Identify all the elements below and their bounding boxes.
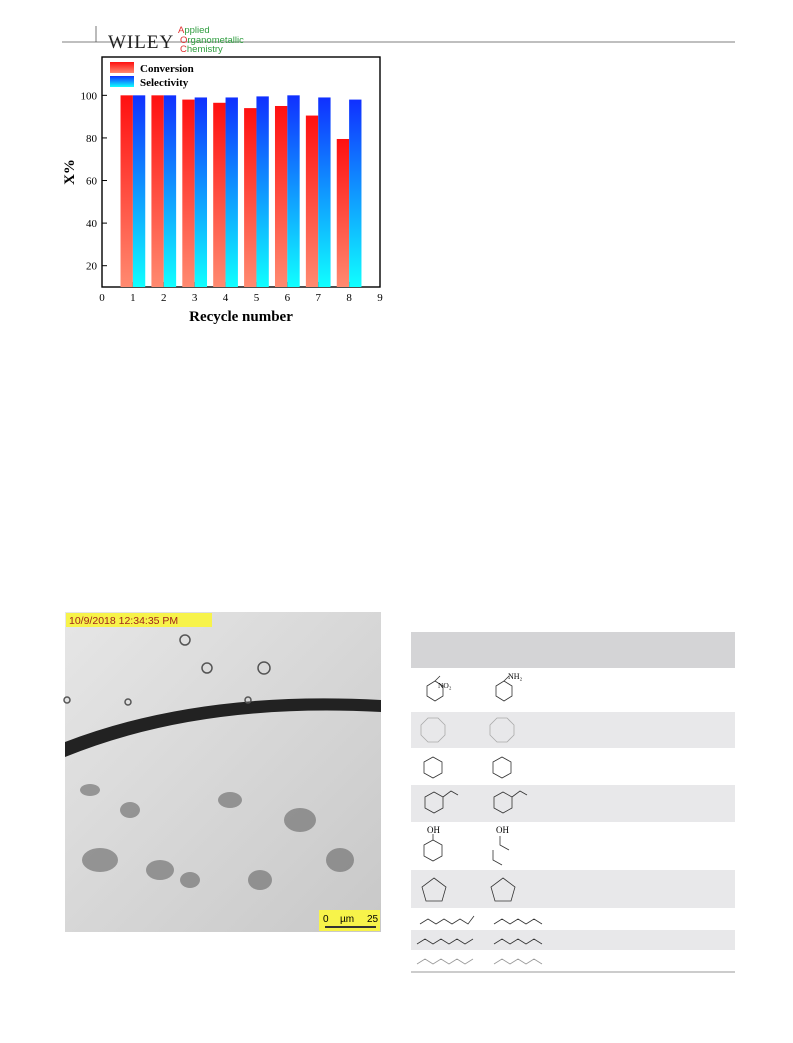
bar — [274, 105, 288, 288]
bar — [256, 96, 269, 287]
x-tick-label: 6 — [285, 292, 291, 304]
x-tick-label: 1 — [130, 292, 136, 304]
bar — [120, 95, 133, 287]
particles — [80, 784, 354, 890]
legend-label: Selectivity — [140, 77, 189, 89]
chart: Recycle number X% 20 40 60 80 100 0 1 2 3 4 5 6 7 8 9 C… — [62, 56, 383, 325]
bar — [132, 95, 146, 287]
publisher: WILEY — [108, 32, 175, 53]
bar — [287, 95, 300, 287]
bubbles — [63, 634, 271, 706]
bar — [163, 95, 177, 287]
journal-word: Applied — [178, 25, 210, 36]
row-shade — [411, 870, 735, 908]
y-tick-label: 60 — [86, 176, 98, 188]
x-tick-label: 2 — [161, 292, 167, 304]
bar — [182, 99, 195, 287]
bar — [318, 97, 331, 288]
x-tick-label: 0 — [99, 292, 105, 304]
row-shade — [411, 785, 735, 822]
journal-word: Organometallic — [180, 34, 244, 46]
bar — [305, 115, 319, 287]
structures — [416, 675, 543, 965]
x-tick-label: 7 — [315, 292, 321, 304]
journal-word: Chemistry — [180, 44, 223, 55]
droplet-edge — [65, 698, 381, 757]
table: NO₂ NH₂ OH OH — [411, 632, 735, 973]
scale-label: µm — [340, 914, 354, 925]
x-tick-label: 5 — [254, 292, 260, 304]
structure-label: OH — [496, 825, 509, 835]
y-axis-label: X% — [62, 159, 78, 185]
structure-label: NO₂ — [438, 681, 452, 690]
micrograph: 10/9/2018 12:34:35 PM 0 µm 25 — [63, 612, 381, 932]
bar — [225, 97, 238, 288]
y-tick-label: 80 — [86, 133, 98, 145]
journal-name: Applied Organometallic Chemistry — [178, 26, 244, 55]
bar — [151, 95, 164, 287]
x-tick-label: 4 — [223, 292, 229, 304]
legend-swatch — [110, 76, 134, 87]
scale-label: 25 — [367, 914, 379, 925]
x-axis-label: Recycle number — [189, 309, 293, 325]
y-tick-label: 40 — [86, 218, 98, 230]
structure-label: OH — [427, 825, 440, 835]
row-shade — [411, 930, 735, 950]
bar — [194, 97, 208, 288]
timestamp: 10/9/2018 12:34:35 PM — [69, 615, 178, 627]
y-tick-label: 100 — [81, 90, 98, 102]
x-tick-label: 8 — [346, 292, 352, 304]
x-tick-label: 3 — [192, 292, 198, 304]
bar — [349, 99, 362, 287]
scale-label: 0 — [323, 914, 329, 925]
x-tick-label: 9 — [377, 292, 383, 304]
bar — [213, 102, 226, 287]
row-shade — [411, 712, 735, 748]
table-header — [411, 632, 735, 668]
bar — [244, 108, 257, 287]
timestamp-box — [66, 613, 212, 627]
scale-box — [319, 910, 380, 931]
plot-frame — [101, 56, 381, 288]
legend-label: Conversion — [140, 63, 194, 75]
y-tick-label: 20 — [86, 261, 98, 273]
micrograph-image — [65, 612, 381, 932]
bar — [336, 138, 350, 287]
legend-swatch — [110, 62, 134, 73]
structure-label: NH₂ — [508, 672, 523, 681]
